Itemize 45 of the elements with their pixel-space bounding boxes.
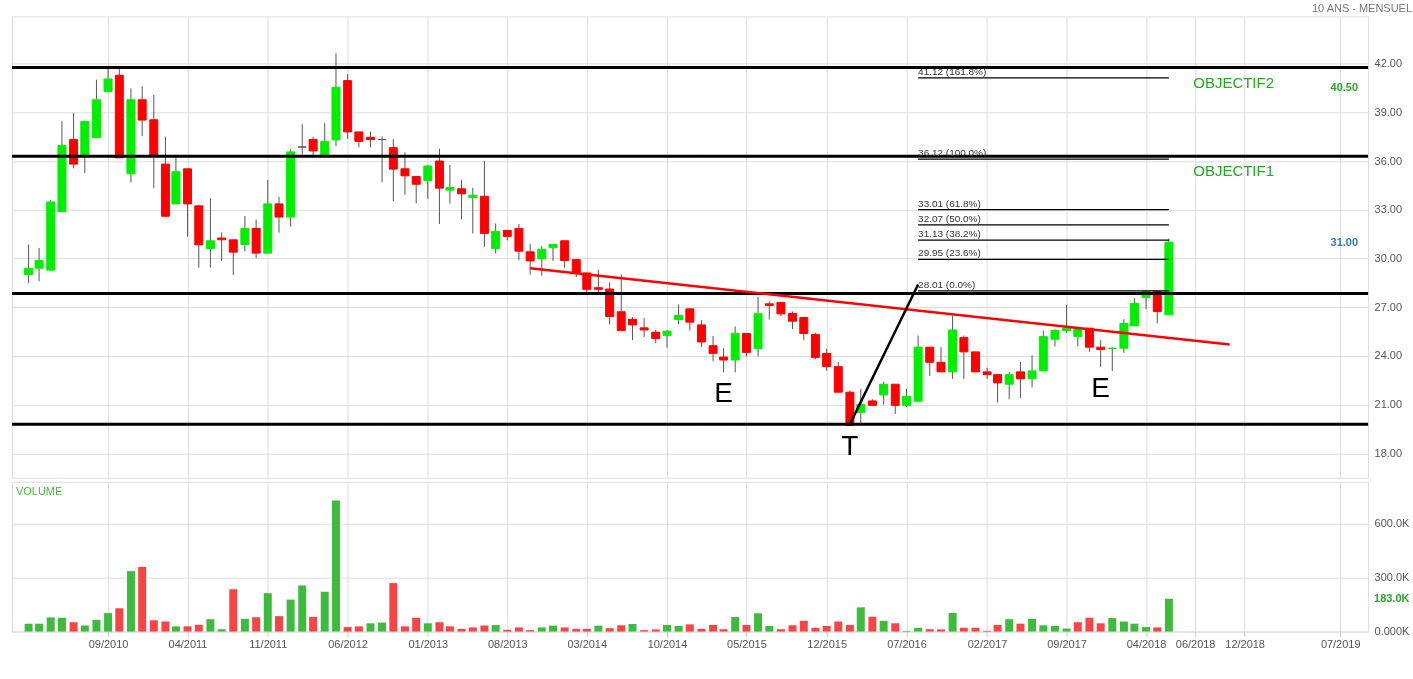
x-tick-label: 05/2015 bbox=[727, 638, 767, 651]
x-tick-label: 06/2018 bbox=[1175, 638, 1216, 651]
series-label: 29.95 (23.6%) bbox=[918, 247, 981, 259]
annotation: E bbox=[1091, 372, 1110, 404]
y-tick-label: 39.00 bbox=[1374, 105, 1403, 118]
y-tick-label: 0.000K bbox=[1374, 625, 1410, 638]
y-tick-label: 36.00 bbox=[1374, 154, 1403, 167]
x-tick-label: 09/2010 bbox=[88, 638, 129, 651]
annotation: E bbox=[714, 377, 733, 409]
ref-line-label: OBJECTIF1 bbox=[1193, 162, 1274, 180]
ref-line-label: OBJECTIF2 bbox=[1193, 73, 1274, 91]
chart-title: VOLUME bbox=[15, 484, 63, 497]
y-tick-label: 300.0K bbox=[1374, 571, 1410, 584]
series-label: 31.13 (38.2%) bbox=[918, 228, 981, 240]
y-tick-label: 42.00 bbox=[1374, 57, 1403, 70]
x-tick-label: 04/2018 bbox=[1126, 638, 1167, 651]
x-tick-label: 04/2011 bbox=[168, 638, 208, 651]
y-tick-label: 30.00 bbox=[1374, 251, 1403, 264]
chart-subtitle: 10 ANS - MENSUEL bbox=[1312, 2, 1412, 15]
x-tick-label: 12/2015 bbox=[807, 638, 847, 651]
y-tick-label: 27.00 bbox=[1374, 300, 1403, 313]
x-tick-label: 08/2013 bbox=[487, 638, 528, 651]
y-tick-label: 600.0K bbox=[1374, 517, 1410, 530]
x-tick-label: 01/2013 bbox=[408, 638, 449, 651]
y2-tick-label: 31.00 bbox=[1330, 235, 1359, 248]
y2-tick-label: 40.50 bbox=[1330, 81, 1359, 94]
y-tick-label: 21.00 bbox=[1374, 398, 1403, 411]
x-tick-label: 02/2017 bbox=[967, 638, 1008, 651]
y-tick-label: 33.00 bbox=[1374, 203, 1403, 216]
x-tick-label: 10/2014 bbox=[647, 638, 688, 651]
x-tick-label: 07/2019 bbox=[1320, 638, 1361, 651]
annotation: T bbox=[841, 430, 859, 462]
series-label: 32.07 (50.0%) bbox=[918, 212, 981, 224]
y-tick-label: 24.00 bbox=[1374, 349, 1403, 362]
x-tick-label: 09/2017 bbox=[1047, 638, 1087, 651]
x-tick-label: 06/2012 bbox=[328, 638, 368, 651]
text: 183.0K bbox=[1374, 591, 1410, 604]
x-tick-label: 03/2014 bbox=[567, 638, 608, 651]
x-tick-label: 07/2016 bbox=[887, 638, 927, 651]
series-label: 41.12 (161.8%) bbox=[918, 65, 987, 77]
y-tick-label: 18.00 bbox=[1374, 446, 1403, 459]
series-label: 28.01 (0.0%) bbox=[918, 278, 976, 290]
x-tick-label: 12/2018 bbox=[1225, 638, 1265, 651]
x-tick-label: 11/2011 bbox=[249, 638, 288, 651]
series-label: 33.01 (61.8%) bbox=[918, 197, 981, 209]
